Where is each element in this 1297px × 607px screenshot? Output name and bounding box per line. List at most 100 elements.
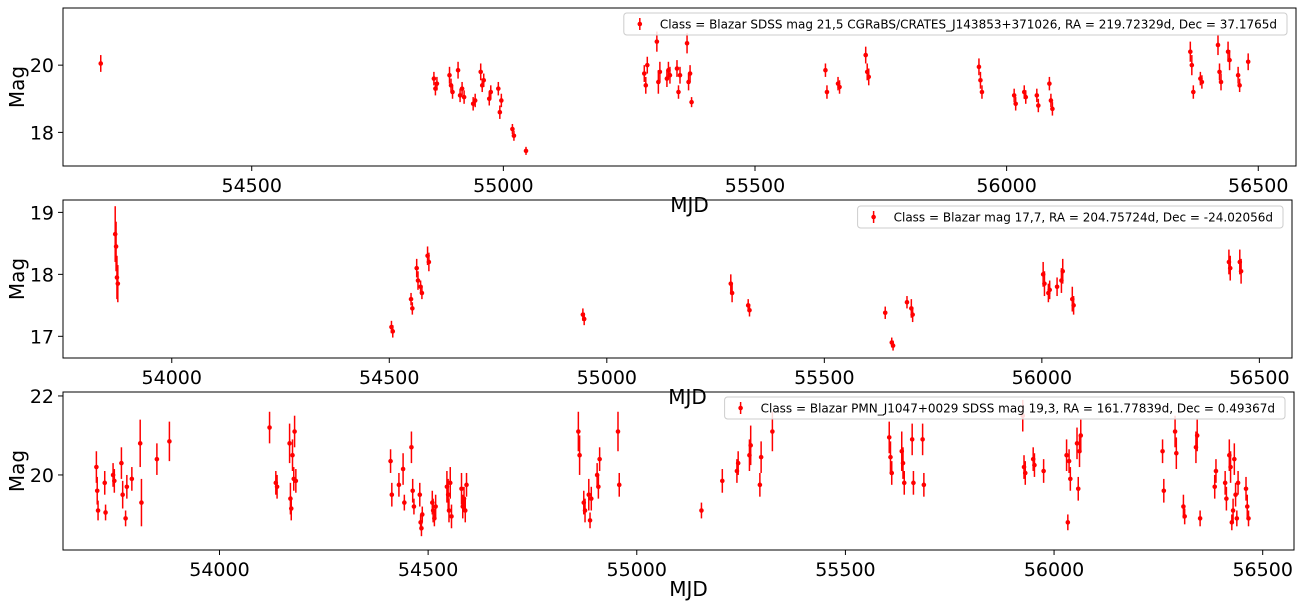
chart-panel-3: 54000 54500 55000 55500 56000 56500 20 22 Mag MJD…	[5, 386, 1295, 601]
data-marker	[414, 265, 419, 271]
legend-marker	[871, 214, 876, 220]
x-tick-label: 54000	[189, 559, 249, 581]
data-point	[459, 472, 464, 505]
data-marker	[735, 460, 741, 466]
data-series	[112, 206, 1244, 351]
data-marker	[417, 492, 423, 498]
data-marker	[1034, 93, 1040, 98]
data-marker	[445, 492, 451, 498]
data-marker	[643, 83, 649, 88]
data-point	[1228, 451, 1233, 483]
data-marker	[1235, 72, 1241, 78]
data-point	[426, 252, 432, 272]
data-marker	[1215, 42, 1221, 48]
data-point	[94, 451, 99, 483]
data-point	[462, 498, 468, 523]
y-tick-label: 18	[30, 122, 54, 144]
data-point	[139, 478, 144, 527]
data-marker	[910, 312, 915, 317]
data-point	[644, 56, 650, 74]
data-point	[497, 105, 503, 119]
x-tick-label: 56000	[1012, 367, 1072, 389]
x-tick-label: 54500	[359, 367, 419, 389]
data-point	[1189, 55, 1195, 76]
data-point	[641, 65, 647, 82]
data-point	[388, 449, 393, 473]
data-marker	[488, 89, 494, 95]
data-point	[102, 471, 108, 495]
data-point	[450, 85, 455, 99]
data-marker	[757, 482, 763, 488]
data-marker	[1071, 303, 1076, 308]
x-tick-label: 56500	[1229, 367, 1289, 389]
legend-label: Class = Blazar SDSS mag 21,5 CGRaBS/CRAT…	[660, 18, 1277, 32]
data-point	[499, 93, 504, 108]
x-tick-label: 54000	[142, 367, 202, 389]
data-marker	[459, 86, 465, 91]
data-marker	[274, 484, 280, 490]
data-marker	[823, 67, 828, 73]
data-point	[431, 71, 437, 86]
data-point	[1047, 280, 1052, 300]
x-tick-label: 55500	[725, 175, 785, 197]
data-marker	[979, 89, 985, 95]
data-point	[1233, 482, 1238, 507]
data-marker	[978, 77, 983, 83]
data-point	[677, 66, 683, 84]
x-tick-label: 56500	[1232, 559, 1292, 581]
data-marker	[1244, 504, 1250, 509]
data-point	[748, 425, 753, 466]
x-tick-label: 55500	[815, 559, 875, 581]
data-marker	[293, 478, 299, 484]
data-marker	[449, 514, 454, 519]
data-point	[1074, 427, 1080, 460]
data-marker	[1246, 516, 1251, 521]
data-marker	[657, 69, 663, 75]
data-point	[400, 453, 406, 485]
data-marker	[587, 518, 593, 523]
data-point	[288, 496, 294, 521]
data-marker	[102, 480, 108, 486]
data-point	[978, 71, 983, 89]
data-marker	[402, 500, 407, 505]
data-marker	[1213, 468, 1219, 474]
data-point	[433, 494, 438, 519]
data-point	[1047, 76, 1052, 91]
data-point	[1071, 296, 1076, 315]
data-marker	[472, 98, 478, 103]
data-point	[511, 130, 517, 141]
data-marker	[290, 452, 295, 458]
data-point	[434, 76, 440, 91]
data-marker	[1047, 81, 1052, 86]
data-marker	[582, 508, 588, 513]
data-marker	[1068, 476, 1073, 482]
data-marker	[1078, 433, 1084, 438]
data-point	[674, 60, 680, 77]
data-point	[414, 258, 419, 278]
data-point	[1065, 514, 1071, 531]
data-point	[1234, 510, 1240, 527]
data-point	[1222, 471, 1228, 495]
data-marker	[1181, 504, 1186, 509]
data-point	[411, 498, 417, 515]
x-tick-label: 55500	[794, 367, 854, 389]
data-marker	[1161, 488, 1167, 494]
data-marker	[1227, 265, 1233, 271]
data-point	[616, 472, 622, 497]
data-point	[461, 90, 467, 104]
data-point	[415, 271, 421, 290]
data-marker	[113, 244, 119, 249]
y-tick-label: 18	[30, 264, 54, 286]
data-marker	[1218, 79, 1224, 85]
data-point	[921, 472, 927, 497]
data-point	[588, 486, 594, 511]
data-point	[747, 304, 752, 317]
data-point	[1013, 97, 1018, 111]
data-marker	[478, 69, 484, 75]
data-marker	[98, 61, 104, 66]
data-point	[1011, 88, 1017, 103]
data-marker	[154, 456, 160, 462]
data-marker	[115, 281, 121, 286]
data-marker	[433, 504, 438, 509]
